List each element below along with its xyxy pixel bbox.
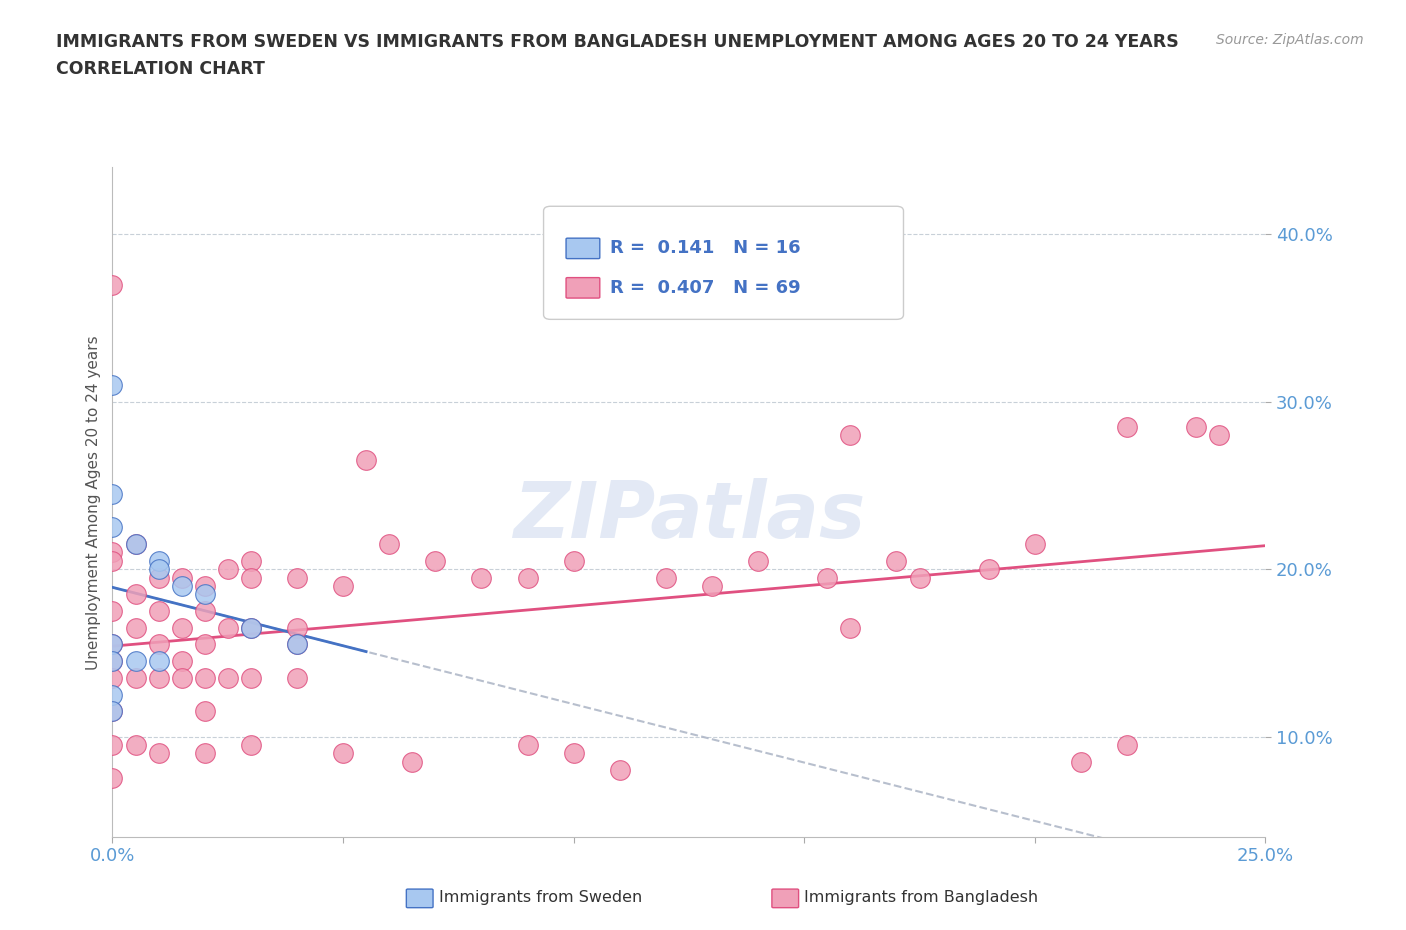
Point [170, 570, 193, 585]
Point [170, 578, 193, 593]
Point [101, 771, 124, 786]
Point [1070, 754, 1092, 769]
Point [101, 553, 124, 568]
Point [124, 737, 146, 752]
Point [124, 671, 146, 685]
Point [886, 553, 908, 568]
Point [217, 620, 239, 635]
Point [378, 537, 401, 551]
Point [101, 654, 124, 669]
Point [194, 746, 217, 761]
Text: R =  0.407   N = 69: R = 0.407 N = 69 [610, 279, 800, 297]
Point [101, 654, 124, 669]
Point [124, 587, 146, 602]
Point [148, 604, 170, 618]
Text: Immigrants from Bangladesh: Immigrants from Bangladesh [804, 890, 1039, 905]
Point [285, 620, 308, 635]
Point [354, 453, 377, 468]
Point [332, 746, 354, 761]
Point [170, 654, 193, 669]
Point [1116, 419, 1139, 434]
Point [124, 654, 146, 669]
Point [470, 570, 492, 585]
Point [194, 671, 217, 685]
Point [101, 737, 124, 752]
Text: IMMIGRANTS FROM SWEDEN VS IMMIGRANTS FROM BANGLADESH UNEMPLOYMENT AMONG AGES 20 : IMMIGRANTS FROM SWEDEN VS IMMIGRANTS FRO… [56, 33, 1180, 50]
Point [1116, 737, 1139, 752]
Point [148, 562, 170, 577]
Point [239, 620, 262, 635]
Point [285, 570, 308, 585]
Point [239, 620, 262, 635]
Text: ZIPatlas: ZIPatlas [513, 478, 865, 553]
Point [401, 754, 423, 769]
Point [101, 637, 124, 652]
Point [239, 671, 262, 685]
Point [124, 620, 146, 635]
Point [170, 620, 193, 635]
Point [839, 620, 862, 635]
Point [101, 687, 124, 702]
Point [700, 578, 723, 593]
Point [124, 537, 146, 551]
Point [124, 537, 146, 551]
Point [815, 570, 838, 585]
Point [562, 553, 585, 568]
Point [285, 671, 308, 685]
Point [839, 428, 862, 443]
Point [655, 570, 678, 585]
Point [148, 637, 170, 652]
Point [101, 704, 124, 719]
Point [425, 553, 447, 568]
Point [285, 637, 308, 652]
Text: Immigrants from Sweden: Immigrants from Sweden [439, 890, 643, 905]
Point [332, 578, 354, 593]
Point [562, 746, 585, 761]
Text: CORRELATION CHART: CORRELATION CHART [56, 60, 266, 78]
Point [101, 378, 124, 392]
Point [217, 671, 239, 685]
Point [1185, 419, 1208, 434]
Point [239, 737, 262, 752]
Point [609, 763, 631, 777]
Point [285, 637, 308, 652]
Point [148, 746, 170, 761]
Point [101, 520, 124, 535]
Point [101, 671, 124, 685]
Y-axis label: Unemployment Among Ages 20 to 24 years: Unemployment Among Ages 20 to 24 years [86, 335, 101, 670]
Point [170, 671, 193, 685]
Point [747, 553, 769, 568]
Point [516, 737, 538, 752]
Text: Source: ZipAtlas.com: Source: ZipAtlas.com [1216, 33, 1364, 46]
Point [194, 637, 217, 652]
Point [148, 671, 170, 685]
Point [239, 570, 262, 585]
Point [1024, 537, 1046, 551]
Text: R =  0.141   N = 16: R = 0.141 N = 16 [610, 239, 800, 258]
Point [194, 704, 217, 719]
Point [148, 553, 170, 568]
Point [239, 553, 262, 568]
Point [148, 570, 170, 585]
Point [148, 654, 170, 669]
Point [101, 545, 124, 560]
Point [1208, 428, 1230, 443]
Point [101, 604, 124, 618]
Point [908, 570, 931, 585]
Point [101, 486, 124, 501]
Point [101, 704, 124, 719]
Point [217, 562, 239, 577]
Point [194, 578, 217, 593]
Point [516, 570, 538, 585]
Point [101, 277, 124, 292]
Point [194, 587, 217, 602]
Point [101, 637, 124, 652]
Point [194, 604, 217, 618]
Point [977, 562, 1000, 577]
